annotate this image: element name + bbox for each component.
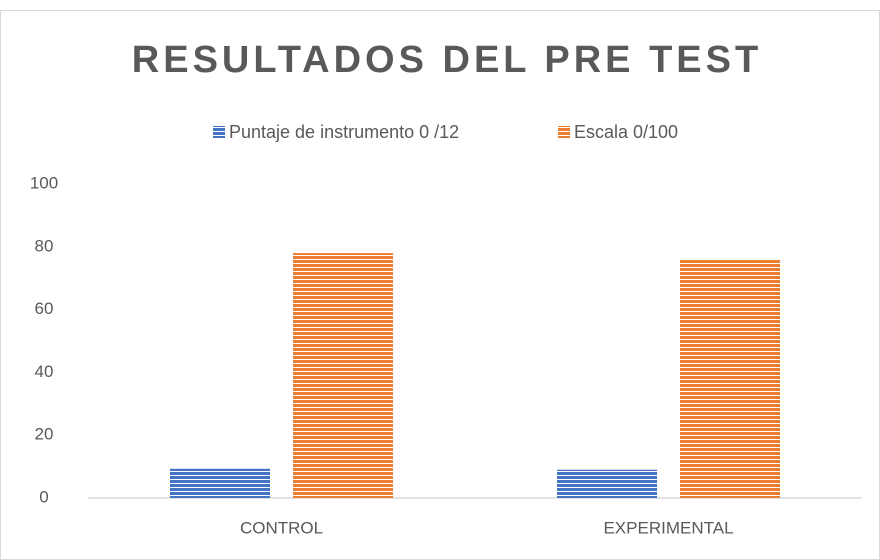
y-tick-label: 40 (35, 362, 54, 381)
legend-swatch (558, 126, 570, 138)
y-tick-label: 80 (35, 236, 54, 255)
y-tick-label: 100 (30, 173, 58, 192)
bar (680, 259, 780, 498)
bar (170, 468, 270, 498)
legend-swatch (213, 126, 225, 138)
x-tick-label: EXPERIMENTAL (603, 518, 733, 537)
legend-label: Escala 0/100 (574, 122, 678, 142)
bar (293, 253, 393, 498)
chart-title: RESULTADOS DEL PRE TEST (132, 39, 762, 81)
y-tick-label: 60 (35, 299, 54, 318)
bar (557, 469, 657, 498)
y-tick-label: 0 (39, 487, 48, 506)
legend-label: Puntaje de instrumento 0 /12 (229, 122, 459, 142)
x-tick-label: CONTROL (240, 518, 323, 537)
y-tick-label: 20 (35, 425, 54, 444)
